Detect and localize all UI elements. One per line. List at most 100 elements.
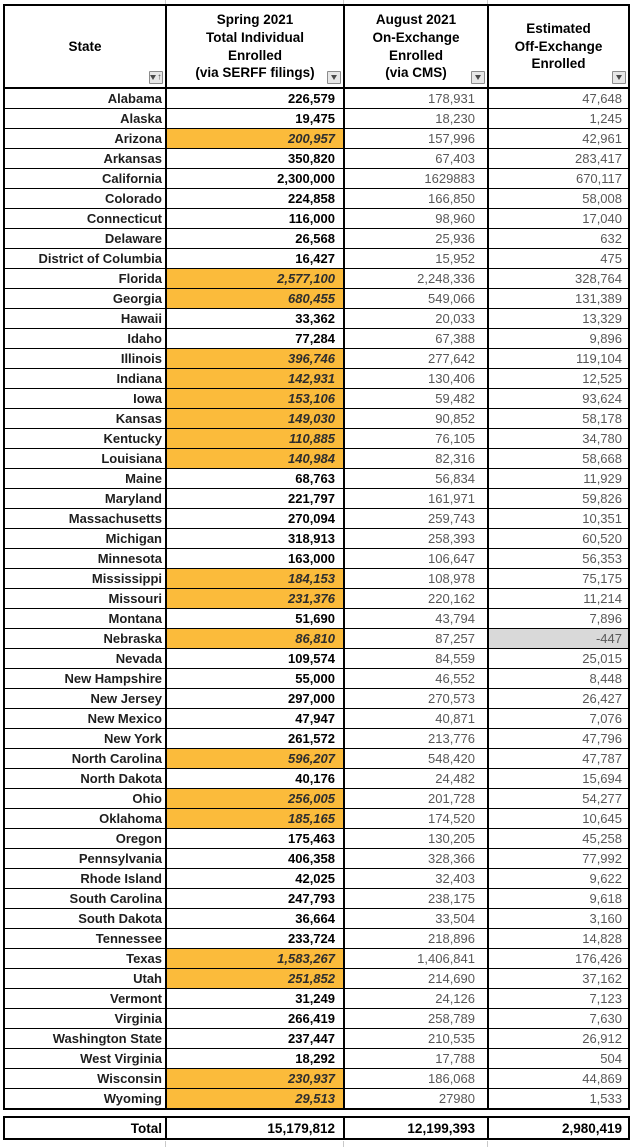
spring-enrolled-cell[interactable]: 596,207 — [165, 748, 345, 769]
state-name-cell[interactable]: Montana — [3, 608, 167, 629]
august-on-exchange-cell[interactable]: 87,257 — [343, 628, 489, 649]
state-name-cell[interactable]: Arizona — [3, 128, 167, 149]
off-exchange-cell[interactable]: 59,826 — [487, 488, 630, 509]
state-name-cell[interactable]: Vermont — [3, 988, 167, 1009]
spring-enrolled-cell[interactable]: 231,376 — [165, 588, 345, 609]
august-on-exchange-cell[interactable]: 130,205 — [343, 828, 489, 849]
august-on-exchange-cell[interactable]: 166,850 — [343, 188, 489, 209]
state-name-cell[interactable]: New Mexico — [3, 708, 167, 729]
state-name-cell[interactable]: Wyoming — [3, 1088, 167, 1110]
spring-enrolled-cell[interactable]: 18,292 — [165, 1048, 345, 1069]
state-name-cell[interactable]: Oklahoma — [3, 808, 167, 829]
off-exchange-cell[interactable]: 54,277 — [487, 788, 630, 809]
state-name-cell[interactable]: North Carolina — [3, 748, 167, 769]
august-on-exchange-cell[interactable]: 161,971 — [343, 488, 489, 509]
august-on-exchange-cell[interactable]: 76,105 — [343, 428, 489, 449]
august-on-exchange-cell[interactable]: 32,403 — [343, 868, 489, 889]
off-exchange-cell[interactable]: 176,426 — [487, 948, 630, 969]
state-name-cell[interactable]: Illinois — [3, 348, 167, 369]
off-exchange-cell[interactable]: 9,618 — [487, 888, 630, 909]
spring-enrolled-cell[interactable]: 31,249 — [165, 988, 345, 1009]
state-name-cell[interactable]: Maryland — [3, 488, 167, 509]
off-exchange-cell[interactable]: 13,329 — [487, 308, 630, 329]
off-exchange-cell[interactable]: 1,245 — [487, 108, 630, 129]
state-name-cell[interactable]: Kansas — [3, 408, 167, 429]
state-name-cell[interactable]: Michigan — [3, 528, 167, 549]
spring-enrolled-cell[interactable]: 350,820 — [165, 148, 345, 169]
off-exchange-cell[interactable]: 131,389 — [487, 288, 630, 309]
state-name-cell[interactable]: Iowa — [3, 388, 167, 409]
off-exchange-cell[interactable]: 8,448 — [487, 668, 630, 689]
off-exchange-cell[interactable]: 37,162 — [487, 968, 630, 989]
spring-enrolled-cell[interactable]: 36,664 — [165, 908, 345, 929]
august-on-exchange-cell[interactable]: 270,573 — [343, 688, 489, 709]
spring-enrolled-cell[interactable]: 142,931 — [165, 368, 345, 389]
august-on-exchange-cell[interactable]: 24,126 — [343, 988, 489, 1009]
spring-enrolled-cell[interactable]: 86,810 — [165, 628, 345, 649]
spring-enrolled-cell[interactable]: 396,746 — [165, 348, 345, 369]
state-name-cell[interactable]: Pennsylvania — [3, 848, 167, 869]
spring-enrolled-cell[interactable]: 221,797 — [165, 488, 345, 509]
august-on-exchange-cell[interactable]: 258,393 — [343, 528, 489, 549]
state-name-cell[interactable]: Kentucky — [3, 428, 167, 449]
august-on-exchange-cell[interactable]: 84,559 — [343, 648, 489, 669]
spring-enrolled-cell[interactable]: 110,885 — [165, 428, 345, 449]
off-exchange-cell[interactable]: 1,533 — [487, 1088, 630, 1110]
off-exchange-cell[interactable]: 504 — [487, 1048, 630, 1069]
state-name-cell[interactable]: Florida — [3, 268, 167, 289]
august-on-exchange-cell[interactable]: 67,388 — [343, 328, 489, 349]
august-on-exchange-cell[interactable]: 15,952 — [343, 248, 489, 269]
august-on-exchange-cell[interactable]: 259,743 — [343, 508, 489, 529]
august-on-exchange-cell[interactable]: 43,794 — [343, 608, 489, 629]
off-exchange-cell[interactable]: 34,780 — [487, 428, 630, 449]
spring-enrolled-cell[interactable]: 266,419 — [165, 1008, 345, 1029]
off-exchange-cell[interactable]: 12,525 — [487, 368, 630, 389]
off-exchange-cell[interactable]: 75,175 — [487, 568, 630, 589]
state-name-cell[interactable]: Rhode Island — [3, 868, 167, 889]
off-exchange-cell[interactable]: 3,160 — [487, 908, 630, 929]
spring-enrolled-cell[interactable]: 2,577,100 — [165, 268, 345, 289]
august-on-exchange-cell[interactable]: 220,162 — [343, 588, 489, 609]
off-exchange-cell[interactable]: 26,427 — [487, 688, 630, 709]
state-name-cell[interactable]: Indiana — [3, 368, 167, 389]
off-exchange-cell[interactable]: 47,648 — [487, 87, 630, 109]
state-name-cell[interactable]: Delaware — [3, 228, 167, 249]
filter-sort-ascending-icon[interactable]: ↑ — [149, 71, 163, 84]
august-on-exchange-cell[interactable]: 186,068 — [343, 1068, 489, 1089]
august-on-exchange-cell[interactable]: 59,482 — [343, 388, 489, 409]
state-name-cell[interactable]: Wisconsin — [3, 1068, 167, 1089]
spring-enrolled-cell[interactable]: 68,763 — [165, 468, 345, 489]
spring-enrolled-cell[interactable]: 77,284 — [165, 328, 345, 349]
off-exchange-cell[interactable]: 58,668 — [487, 448, 630, 469]
august-on-exchange-cell[interactable]: 130,406 — [343, 368, 489, 389]
state-name-cell[interactable]: New York — [3, 728, 167, 749]
state-name-cell[interactable]: West Virginia — [3, 1048, 167, 1069]
off-exchange-cell[interactable]: 283,417 — [487, 148, 630, 169]
filter-dropdown-icon[interactable] — [327, 71, 341, 84]
spring-enrolled-cell[interactable]: 185,165 — [165, 808, 345, 829]
spring-enrolled-cell[interactable]: 2,300,000 — [165, 168, 345, 189]
august-on-exchange-cell[interactable]: 178,931 — [343, 87, 489, 109]
august-on-exchange-cell[interactable]: 17,788 — [343, 1048, 489, 1069]
spring-enrolled-cell[interactable]: 55,000 — [165, 668, 345, 689]
spring-enrolled-cell[interactable]: 42,025 — [165, 868, 345, 889]
off-exchange-cell[interactable]: 56,353 — [487, 548, 630, 569]
off-exchange-cell[interactable]: 7,076 — [487, 708, 630, 729]
state-name-cell[interactable]: South Dakota — [3, 908, 167, 929]
state-name-cell[interactable]: Idaho — [3, 328, 167, 349]
off-exchange-cell[interactable]: 45,258 — [487, 828, 630, 849]
state-name-cell[interactable]: New Hampshire — [3, 668, 167, 689]
state-name-cell[interactable]: Louisiana — [3, 448, 167, 469]
off-exchange-cell[interactable]: 328,764 — [487, 268, 630, 289]
august-on-exchange-cell[interactable]: 238,175 — [343, 888, 489, 909]
spring-enrolled-cell[interactable]: 1,583,267 — [165, 948, 345, 969]
august-on-exchange-cell[interactable]: 82,316 — [343, 448, 489, 469]
august-on-exchange-cell[interactable]: 1,406,841 — [343, 948, 489, 969]
august-on-exchange-cell[interactable]: 213,776 — [343, 728, 489, 749]
spring-enrolled-cell[interactable]: 175,463 — [165, 828, 345, 849]
state-name-cell[interactable]: District of Columbia — [3, 248, 167, 269]
spring-enrolled-cell[interactable]: 318,913 — [165, 528, 345, 549]
off-exchange-cell[interactable]: 7,630 — [487, 1008, 630, 1029]
august-on-exchange-cell[interactable]: 549,066 — [343, 288, 489, 309]
spring-enrolled-cell[interactable]: 251,852 — [165, 968, 345, 989]
